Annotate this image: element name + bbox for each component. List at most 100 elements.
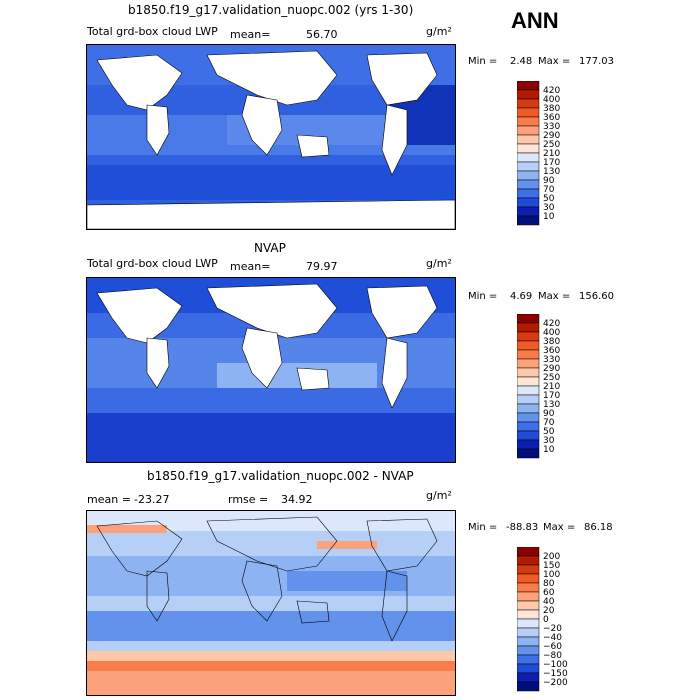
max-label: Max = — [543, 522, 576, 533]
colorbar-swatch — [517, 349, 540, 360]
colorbar-swatch — [517, 206, 540, 217]
colorbar-swatch — [517, 555, 540, 566]
colorbar-tick-label: 210 — [543, 382, 560, 392]
min-label: Min = — [468, 522, 498, 533]
colorbar-swatch — [517, 161, 540, 172]
colorbar-swatch — [517, 116, 540, 127]
colorbar-tick-label: 130 — [543, 400, 560, 410]
colorbar-tick-label: 290 — [543, 131, 560, 141]
colorbar-tick-label: 100 — [543, 570, 560, 580]
colorbar-tick-label: 30 — [543, 436, 555, 446]
colorbar-tick-label: 170 — [543, 158, 560, 168]
colorbar-swatch — [517, 547, 540, 557]
colorbar-swatch — [517, 421, 540, 432]
colorbar-swatch — [517, 394, 540, 405]
units-label: g/m² — [426, 257, 452, 270]
colorbar-tick-label: 250 — [543, 140, 560, 150]
colorbar-tick-label: −40 — [543, 633, 562, 643]
colorbar-tick-label: −80 — [543, 651, 562, 661]
max-value: 156.60 — [579, 291, 614, 302]
colorbar-tick-label: 70 — [543, 185, 555, 195]
colorbar-diff: 200 150 100 80 60 40 20 0 −20 −40 −60 −80 −100 −150 −2… — [517, 547, 577, 692]
colorbar-swatch — [517, 573, 540, 584]
panel-title: b1850.f19_g17.validation_nuopc.002 (yrs … — [128, 3, 414, 17]
colorbar-tick-label: 330 — [543, 355, 560, 365]
colorbar-tick-label: 360 — [543, 346, 560, 356]
colorbar-tick-label: 150 — [543, 561, 560, 571]
colorbar-swatch — [517, 448, 540, 459]
colorbar-tick-label: −200 — [543, 678, 568, 688]
colorbar-tick-label: 290 — [543, 364, 560, 374]
colorbar-swatch — [517, 564, 540, 575]
variable-label: Total grd-box cloud LWP — [87, 257, 218, 270]
colorbar-swatch — [517, 81, 540, 91]
colorbar-swatch — [517, 107, 540, 118]
colorbar-tick-label: −100 — [543, 660, 568, 670]
colorbar-swatch — [517, 645, 540, 656]
colorbar-swatch — [517, 412, 540, 423]
colorbar-tick-label: 10 — [543, 445, 555, 455]
colorbar-tick-label: 400 — [543, 95, 560, 105]
colorbar-swatch — [517, 314, 540, 324]
colorbar-swatch — [517, 197, 540, 208]
colorbar-tick-label: 20 — [543, 606, 555, 616]
colorbar-tick-label: −60 — [543, 642, 562, 652]
min-value: 4.69 — [510, 291, 533, 302]
colorbar-swatch — [517, 152, 540, 163]
panel-title: NVAP — [254, 241, 286, 255]
colorbar-swatch — [517, 98, 540, 109]
rmse-value: 34.92 — [281, 493, 313, 506]
colorbar-swatch — [517, 430, 540, 441]
colorbar-tick-label: 0 — [543, 615, 549, 625]
colorbar-swatch — [517, 331, 540, 342]
min-label: Min = — [468, 291, 498, 302]
mean-value: 56.70 — [306, 28, 338, 41]
max-value: 86.18 — [584, 522, 613, 533]
units-label: g/m² — [426, 489, 452, 502]
colorbar-swatch — [517, 125, 540, 136]
mean-value: -23.27 — [134, 493, 170, 506]
colorbar-swatch — [517, 663, 540, 674]
colorbar-swatch — [517, 600, 540, 611]
variable-label: Total grd-box cloud LWP — [87, 25, 218, 38]
map-diff — [86, 510, 456, 696]
mean-label: mean = — [87, 493, 131, 506]
colorbar-swatch — [517, 215, 540, 226]
colorbar-swatch — [517, 609, 540, 620]
min-value: 2.48 — [510, 56, 533, 67]
colorbar-swatch — [517, 385, 540, 396]
min-value: -88.83 — [506, 522, 539, 533]
colorbar-swatch — [517, 340, 540, 351]
mean-label: mean= — [230, 28, 271, 41]
colorbar-tick-label: 380 — [543, 337, 560, 347]
colorbar-tick-label: 80 — [543, 579, 555, 589]
colorbar-swatch — [517, 134, 540, 145]
colorbar-swatch — [517, 89, 540, 100]
colorbar-swatch — [517, 170, 540, 181]
colorbar-tick-label: 30 — [543, 203, 555, 213]
colorbar-swatch — [517, 143, 540, 154]
colorbar-tick-label: 90 — [543, 409, 555, 419]
max-label: Max = — [538, 291, 571, 302]
colorbar-swatch — [517, 582, 540, 593]
colorbar-tick-label: 420 — [543, 319, 560, 329]
colorbar-swatch — [517, 591, 540, 602]
colorbar-tick-label: 40 — [543, 597, 555, 607]
colorbar-tick-label: 360 — [543, 113, 560, 123]
colorbar-tick-label: 130 — [543, 167, 560, 177]
max-value: 177.03 — [579, 56, 614, 67]
colorbar-tick-label: 60 — [543, 588, 555, 598]
colorbar-tick-label: 70 — [543, 418, 555, 428]
colorbar-model: 420 400 380 360 330 290 250 210 170 130 90 70 50 30 10 — [517, 81, 577, 226]
colorbar-swatch — [517, 367, 540, 378]
colorbar-tick-label: 420 — [543, 86, 560, 96]
colorbar-tick-label: 330 — [543, 122, 560, 132]
mean-value: 79.97 — [306, 260, 338, 273]
colorbar-swatch — [517, 654, 540, 665]
colorbar-tick-label: 50 — [543, 427, 555, 437]
colorbar-swatch — [517, 636, 540, 647]
colorbar-swatch — [517, 322, 540, 333]
colorbar-tick-label: 210 — [543, 149, 560, 159]
colorbar-tick-label: 90 — [543, 176, 555, 186]
colorbar-swatch — [517, 403, 540, 414]
